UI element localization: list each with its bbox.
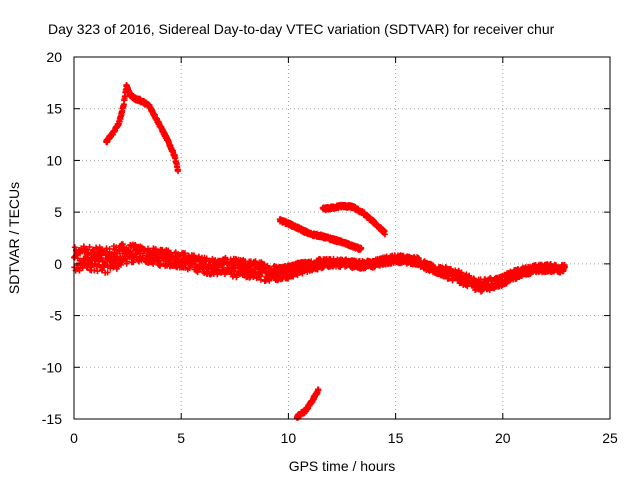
point-arc-3 [381,231,388,238]
point-main-band [242,261,249,268]
point-arc-5 [306,260,313,267]
y-tick-label: 20 [46,49,62,65]
axis-ticks: 0 5 10 15 20 25 -15 -10 -5 0 5 10 15 20 [42,49,618,446]
point-main-band [195,253,202,260]
y-tick-label: -5 [50,308,63,324]
x-tick-label: 5 [177,430,185,446]
point-main-band [104,269,111,276]
plot-frame [73,56,611,420]
chart-title: Day 323 of 2016, Sidereal Day-to-day VTE… [48,21,555,37]
y-axis-label: SDTVAR / TECUs [6,182,22,294]
point-main-band [116,248,123,255]
point-main-band [192,261,199,268]
point-main-band [561,263,568,270]
point-arc-4 [315,386,322,393]
point-main-band [71,244,78,251]
point-main-band [89,262,96,269]
x-tick-label: 20 [495,430,511,446]
y-tick-label: -10 [42,359,62,375]
y-tick-label: 10 [46,152,62,168]
point-main-band [182,250,189,257]
point-arc-2 [358,244,365,251]
x-tick-label: 10 [281,430,297,446]
y-tick-label: 15 [46,101,62,117]
y-tick-label: 0 [54,256,62,272]
x-tick-label: 25 [602,430,618,446]
point-main-band [94,268,101,275]
point-main-band [119,241,126,248]
point-arc-1 [174,168,181,175]
point-main-band [117,261,124,268]
point-main-band [86,243,93,250]
x-tick-label: 0 [70,430,78,446]
y-tick-label: 5 [54,204,62,220]
x-axis-label: GPS time / hours [289,458,396,474]
x-tick-label: 15 [388,430,404,446]
point-main-band [137,250,144,257]
y-tick-label: -15 [42,411,62,427]
point-main-band [76,267,83,274]
data-marks [71,81,568,421]
